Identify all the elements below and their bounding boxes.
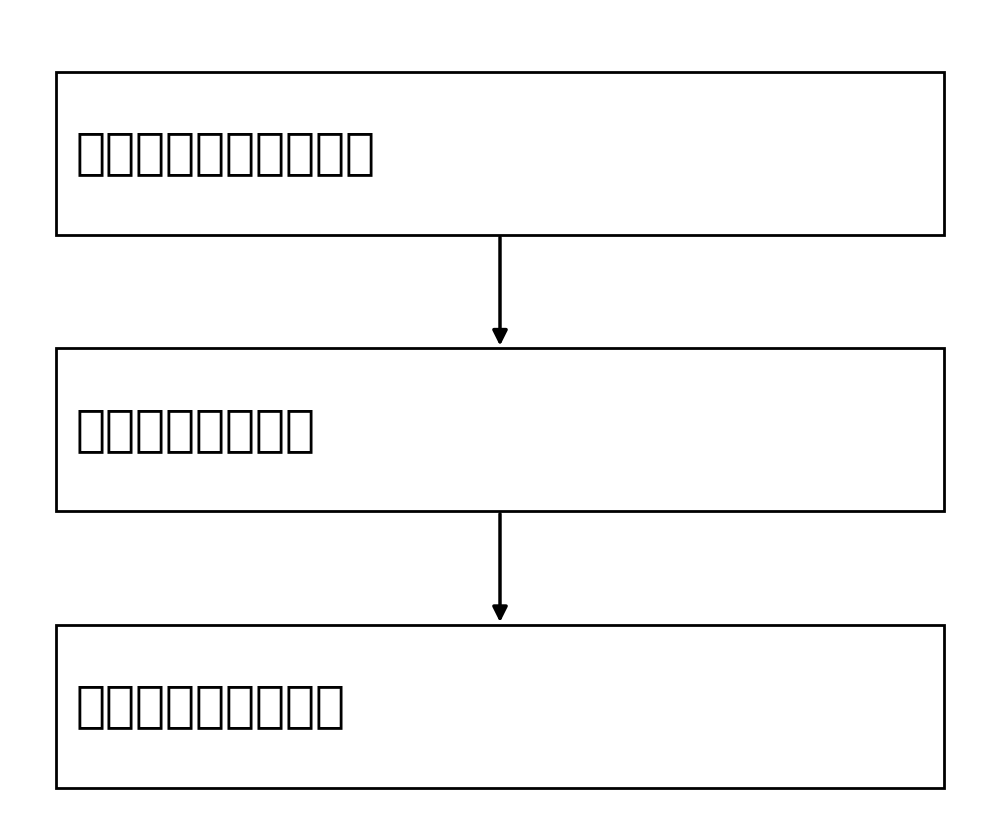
Bar — [56, 348, 944, 511]
Bar — [56, 625, 944, 787]
Text: 提取软件行为特征: 提取软件行为特征 — [76, 406, 316, 454]
Text: 度量软件行为相似性: 度量软件行为相似性 — [76, 682, 346, 730]
Text: 构造软件行为表示模型: 构造软件行为表示模型 — [76, 129, 376, 177]
Bar — [56, 72, 944, 235]
